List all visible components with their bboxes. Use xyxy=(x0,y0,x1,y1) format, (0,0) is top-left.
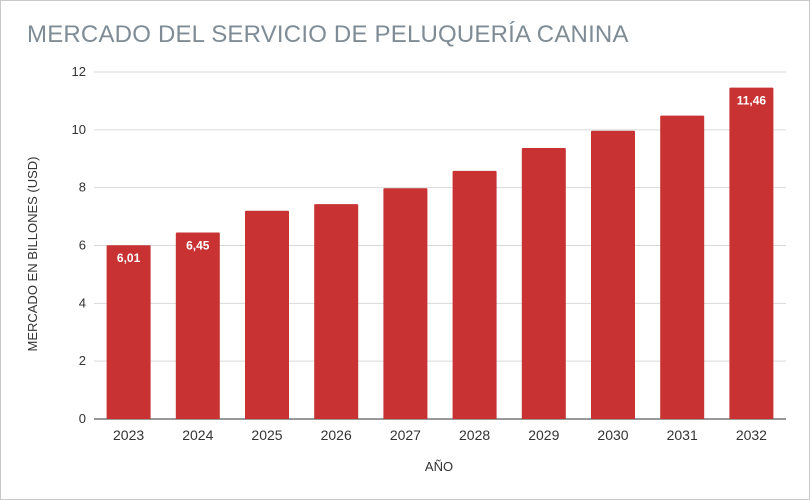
y-axis-title: MERCADO EN BILLONES (USD) xyxy=(25,156,40,351)
y-tick-label: 0 xyxy=(79,411,86,426)
x-tick-label-2032: 2032 xyxy=(736,427,767,443)
data-labels: 6,01 6,45 11,46 xyxy=(117,94,766,266)
x-tick-label-2030: 2030 xyxy=(597,427,628,443)
bar-2029 xyxy=(521,148,566,419)
chart-title: MERCADO DEL SERVICIO DE PELUQUERÍA CANIN… xyxy=(27,21,629,48)
y-tick-label: 10 xyxy=(72,122,86,137)
x-tick-label-2023: 2023 xyxy=(113,427,144,443)
bar-2028 xyxy=(452,170,497,419)
bar-2025 xyxy=(245,210,289,419)
bar-2031 xyxy=(660,115,705,419)
bar-2027 xyxy=(383,188,428,419)
bar-value-label-2024: 6,45 xyxy=(186,238,210,252)
bar-value-label-2023: 6,01 xyxy=(117,251,141,265)
x-tick-label-2031: 2031 xyxy=(667,427,698,443)
x-tick-label-2025: 2025 xyxy=(251,427,282,443)
x-axis-title: AÑO xyxy=(425,459,453,474)
bars xyxy=(106,87,774,420)
x-tick-label-2027: 2027 xyxy=(390,427,421,443)
bar-2026 xyxy=(314,204,359,419)
y-tick-label: 12 xyxy=(72,64,86,79)
x-tick-label-2024: 2024 xyxy=(182,427,213,443)
y-axis-ticks: 0 2 4 6 8 10 12 xyxy=(72,64,86,426)
y-tick-label: 8 xyxy=(79,180,86,195)
x-tick-label-2028: 2028 xyxy=(459,427,490,443)
y-tick-label: 4 xyxy=(79,295,86,310)
bar-value-label-2032: 11,46 xyxy=(737,94,767,108)
x-tick-label-2026: 2026 xyxy=(321,427,352,443)
bar-2030 xyxy=(591,130,635,419)
bar-2032 xyxy=(729,87,774,420)
x-axis-ticks: 2023 2024 2025 2026 2027 2028 2029 2030 2031 2032 xyxy=(113,427,767,443)
y-tick-label: 6 xyxy=(79,238,86,253)
y-tick-label: 2 xyxy=(79,353,86,368)
bar-2024 xyxy=(175,232,220,419)
x-tick-label-2029: 2029 xyxy=(528,427,559,443)
bar-2023 xyxy=(106,245,151,419)
